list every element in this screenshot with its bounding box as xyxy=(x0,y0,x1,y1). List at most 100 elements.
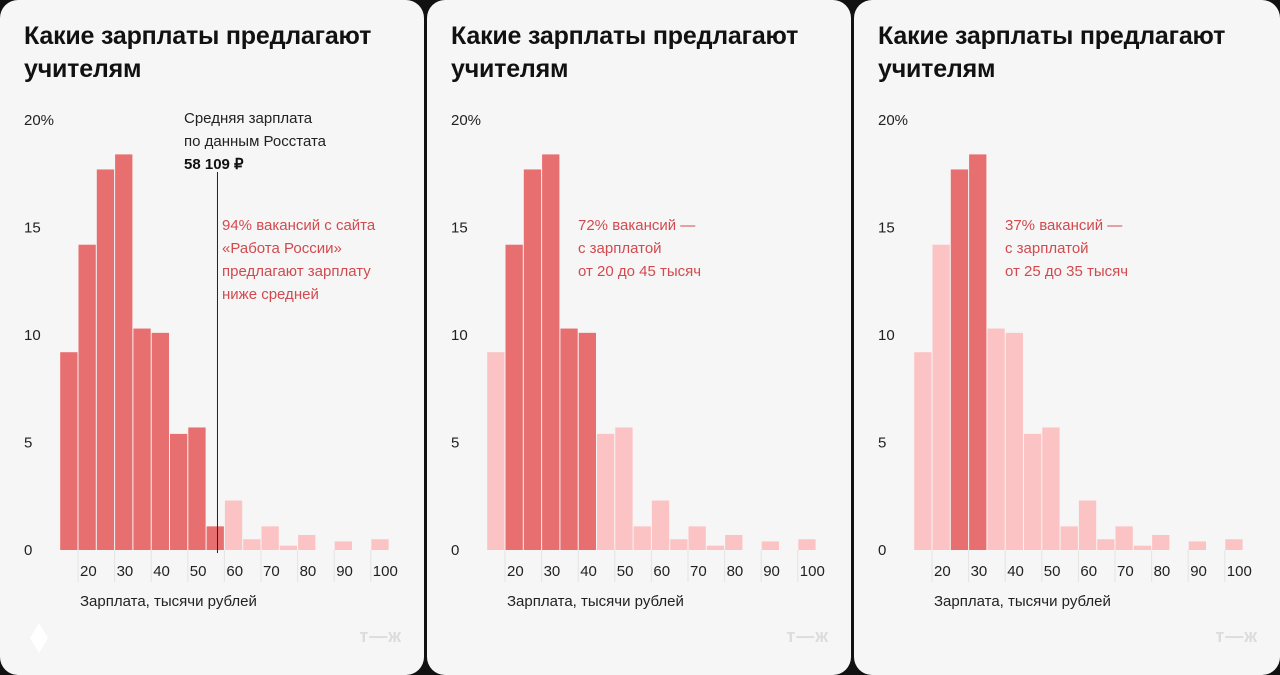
histogram-bar xyxy=(188,427,206,550)
histogram: 0 5 10 15 20% 20 30 40 50 60 70 80 90 100 Зарплата, ты… xyxy=(451,112,825,610)
x-tick-label: 70 xyxy=(690,563,707,580)
annotation-text: 37% вакансий — xyxy=(1005,217,1122,234)
histogram-bar xyxy=(224,500,243,550)
y-tick-label: 0 xyxy=(451,542,459,559)
histogram-bar xyxy=(298,534,316,550)
histogram-bar xyxy=(633,526,651,550)
reference-note: по данным Росстата xyxy=(184,133,327,150)
chart-panel-1: Какие зарплаты предлагают учителям 0 5 10 1… xyxy=(0,0,424,675)
x-tick-label: 50 xyxy=(1044,563,1061,580)
emblem-logo-icon xyxy=(30,623,48,653)
y-tick-label: 20% xyxy=(878,112,908,129)
brand-logo: т—ж xyxy=(786,626,829,646)
histogram-bar xyxy=(725,534,743,550)
x-tick-label: 40 xyxy=(580,563,597,580)
histogram-bar xyxy=(96,169,115,550)
y-tick-label: 15 xyxy=(878,220,895,237)
histogram-bar xyxy=(932,244,950,550)
chart-title: Какие зарплаты предлагают учителям xyxy=(451,22,799,83)
histogram-bar xyxy=(1225,539,1243,550)
reference-note: Средняя зарплата xyxy=(184,110,313,127)
annotation-text: с зарплатой xyxy=(578,240,662,257)
x-tick-label: 90 xyxy=(1190,563,1207,580)
x-tick-label: 90 xyxy=(336,563,353,580)
annotation-text: от 25 до 35 тысяч xyxy=(1005,263,1128,280)
annotation-text: от 20 до 45 тысяч xyxy=(578,263,701,280)
x-tick-label: 80 xyxy=(300,563,317,580)
x-tick-label: 50 xyxy=(190,563,207,580)
x-tick-label: 100 xyxy=(800,563,825,580)
y-tick-label: 10 xyxy=(878,327,895,344)
histogram-bar xyxy=(560,328,578,550)
annotation-text: «Работа России» xyxy=(222,240,342,257)
y-tick-label: 20% xyxy=(24,112,54,129)
x-tick-label: 60 xyxy=(1080,563,1097,580)
x-tick-label: 70 xyxy=(1117,563,1134,580)
x-tick-label: 100 xyxy=(373,563,398,580)
y-tick-label: 10 xyxy=(451,327,468,344)
histogram-bar xyxy=(1115,526,1133,550)
histogram-bar xyxy=(279,545,298,550)
x-tick-label: 90 xyxy=(763,563,780,580)
histogram-bar xyxy=(1078,500,1097,550)
x-tick-label: 60 xyxy=(653,563,670,580)
x-tick-label: 40 xyxy=(1007,563,1024,580)
chart-title: Какие зарплаты предлагают учителям xyxy=(24,22,372,83)
x-tick-label: 20 xyxy=(80,563,97,580)
x-axis-label: Зарплата, тысячи рублей xyxy=(80,593,257,610)
x-tick-label: 30 xyxy=(117,563,134,580)
histogram-bar xyxy=(505,244,523,550)
histogram-bar xyxy=(914,352,932,550)
histogram-bar xyxy=(115,154,133,550)
x-tick-label: 70 xyxy=(263,563,280,580)
annotation-text: предлагают зарплату xyxy=(222,263,371,280)
histogram-bar xyxy=(1133,545,1152,550)
histogram-bar xyxy=(243,539,261,550)
chart-title: Какие зарплаты предлагают учителям xyxy=(878,22,1226,83)
y-tick-label: 5 xyxy=(24,435,32,452)
histogram-bar xyxy=(151,332,169,550)
histogram-bar xyxy=(487,352,505,550)
histogram-bar xyxy=(542,154,560,550)
histogram-bar xyxy=(615,427,633,550)
chart-panel-3: Какие зарплаты предлагают учителям 0 5 10 1… xyxy=(854,0,1280,675)
annotation-text: 72% вакансий — xyxy=(578,217,695,234)
histogram-bar xyxy=(78,244,96,550)
histogram: 0 5 10 15 20% 20 30 40 50 60 70 80 90 100 Зарплата, ты… xyxy=(24,110,398,610)
histogram-bar xyxy=(1042,427,1060,550)
histogram-bar xyxy=(798,539,816,550)
brand-logo: т—ж xyxy=(359,626,402,646)
histogram: 0 5 10 15 20% 20 30 40 50 60 70 80 90 100 Зарплата, ты… xyxy=(878,112,1252,610)
y-tick-label: 5 xyxy=(878,435,886,452)
histogram-bar xyxy=(1097,539,1115,550)
y-tick-label: 15 xyxy=(24,220,41,237)
y-tick-label: 15 xyxy=(451,220,468,237)
histogram-bar xyxy=(60,352,78,550)
histogram-bar xyxy=(987,328,1005,550)
chart-panel-2: Какие зарплаты предлагают учителям 0 5 10 1… xyxy=(427,0,851,675)
x-tick-label: 20 xyxy=(934,563,951,580)
histogram-bar xyxy=(133,328,151,550)
x-axis-label: Зарплата, тысячи рублей xyxy=(507,593,684,610)
histogram-bar xyxy=(670,539,688,550)
x-tick-label: 30 xyxy=(971,563,988,580)
histogram-bar xyxy=(261,526,279,550)
y-tick-label: 5 xyxy=(451,435,459,452)
annotation-text: ниже средней xyxy=(222,286,319,303)
y-tick-label: 0 xyxy=(878,542,886,559)
brand-logo: т—ж xyxy=(1215,626,1258,646)
histogram-bar xyxy=(651,500,670,550)
y-tick-label: 0 xyxy=(24,542,32,559)
histogram-bar xyxy=(1005,332,1023,550)
histogram-bar xyxy=(688,526,706,550)
histogram-bar xyxy=(334,541,352,550)
histogram-bar xyxy=(523,169,542,550)
x-tick-label: 20 xyxy=(507,563,524,580)
annotation-text: 94% вакансий с сайта xyxy=(222,217,376,234)
histogram-bar xyxy=(969,154,987,550)
histogram-bar xyxy=(1188,541,1206,550)
histogram-bar xyxy=(761,541,779,550)
histogram-bar xyxy=(597,433,615,550)
x-axis-label: Зарплата, тысячи рублей xyxy=(934,593,1111,610)
histogram-bar xyxy=(706,545,725,550)
